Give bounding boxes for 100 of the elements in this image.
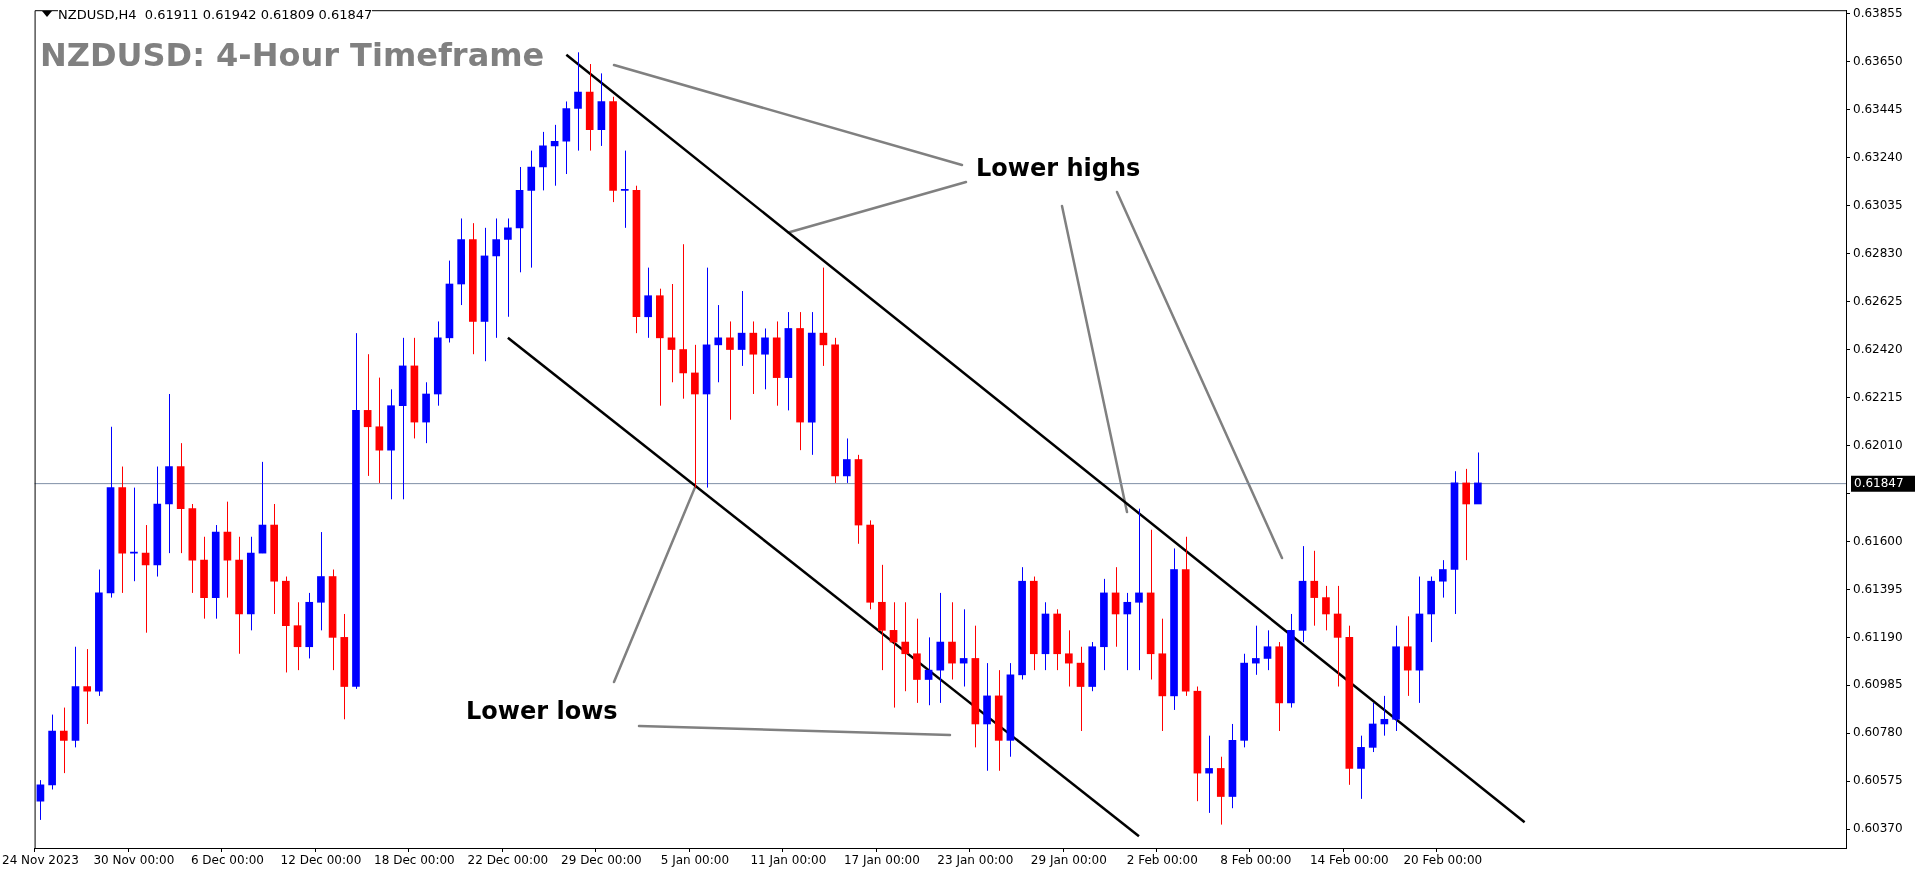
candlestick	[913, 618, 921, 704]
candlestick	[1322, 585, 1330, 631]
candlestick	[1357, 735, 1365, 800]
y-tick-label: 0.62215	[1853, 389, 1903, 404]
candlestick	[398, 337, 407, 500]
x-tick-label: 6 Dec 00:00	[190, 853, 264, 868]
y-tick-label: 0.61395	[1853, 581, 1903, 596]
candlestick	[644, 267, 652, 339]
candlestick	[48, 714, 56, 790]
y-tick-label: 0.62625	[1853, 293, 1903, 308]
candlestick	[609, 96, 617, 203]
candlestick	[235, 536, 243, 655]
candlestick	[749, 320, 758, 395]
candlestick	[387, 388, 395, 500]
y-tick-label: 0.63240	[1853, 149, 1903, 164]
candlestick	[1181, 536, 1190, 697]
y-tick-label: 0.60575	[1853, 773, 1903, 788]
ref-line-label: 0.61847	[1854, 475, 1904, 490]
candlestick	[1018, 566, 1026, 680]
candlestick	[211, 524, 220, 620]
y-tick-label: 0.60985	[1853, 677, 1903, 692]
x-tick-label: 23 Jan 00:00	[937, 853, 1014, 868]
annotation: Lower highs	[976, 154, 1141, 182]
candlestick	[527, 150, 536, 269]
candlestick	[831, 337, 839, 484]
x-tick-label: 14 Feb 00:00	[1309, 853, 1389, 868]
candlestick	[59, 707, 68, 774]
y-tick-label: 0.62010	[1853, 437, 1903, 452]
candlestick	[1403, 615, 1412, 697]
candlestick	[1029, 576, 1038, 671]
x-tick-label: 20 Feb 00:00	[1403, 853, 1483, 868]
candlestick	[83, 648, 92, 725]
candlestick	[317, 531, 325, 631]
candlestick	[1392, 625, 1400, 732]
candlestick	[246, 536, 255, 631]
candlestick	[1438, 559, 1447, 599]
candlestick	[562, 100, 571, 175]
candlestick	[1345, 625, 1354, 786]
candlestick	[1240, 653, 1248, 748]
x-tick-label: 22 Dec 00:00	[467, 853, 549, 868]
candlestick	[1135, 508, 1143, 671]
y-tick-label: 0.62830	[1853, 245, 1903, 260]
candlestick	[118, 466, 127, 594]
candlestick	[270, 503, 278, 615]
candlestick	[200, 536, 208, 620]
candlestick	[469, 222, 477, 355]
y-tick-label: 0.63445	[1853, 101, 1903, 116]
y-tick-label: 0.60370	[1853, 821, 1903, 836]
y-tick-label: 0.63855	[1853, 5, 1903, 20]
candlestick	[761, 327, 769, 390]
candlestick	[340, 613, 349, 720]
x-tick-label: 30 Nov 00:00	[93, 853, 175, 868]
candlestick	[95, 569, 103, 697]
candlestick	[1170, 547, 1178, 711]
candlestick	[1275, 641, 1284, 732]
candlestick	[1053, 608, 1061, 671]
candlestick	[620, 150, 629, 229]
candlestick	[1216, 756, 1225, 826]
candlestick	[352, 332, 360, 690]
x-tick-label: 29 Dec 00:00	[561, 853, 642, 868]
x-tick-label: 24 Nov 2023	[2, 853, 79, 868]
y-tick-label: 0.60780	[1853, 725, 1903, 740]
candlestick	[1088, 641, 1097, 692]
candlestick	[585, 63, 594, 152]
candlestick	[165, 393, 173, 554]
x-tick-label: 2 Feb 00:00	[1126, 853, 1198, 868]
candlestick	[492, 217, 501, 339]
candlestick	[679, 243, 688, 400]
y-tick-label: 0.61190	[1853, 629, 1903, 644]
candlestick	[866, 519, 875, 610]
annotation: NZDUSD,H4 0.61911 0.61942 0.61809 0.61847	[58, 7, 373, 22]
candlestick	[772, 320, 781, 407]
candlestick	[878, 564, 886, 671]
candlestick	[153, 466, 162, 578]
candlestick	[1287, 613, 1295, 709]
annotation: Lower lows	[466, 697, 618, 725]
x-tick-label: 18 Dec 00:00	[374, 853, 455, 868]
x-tick-label: 5 Jan 00:00	[660, 853, 730, 868]
candlestick	[796, 311, 804, 451]
candlestick	[305, 592, 314, 659]
candlestick	[282, 576, 290, 673]
y-tick-label: 0.63035	[1853, 197, 1903, 212]
candlestick	[433, 320, 442, 407]
text: NZDUSD: 4-Hour Timeframe	[40, 36, 545, 74]
x-tick-label: 11 Jan 00:00	[750, 853, 827, 868]
candlestick	[1427, 576, 1435, 643]
candlestick	[574, 51, 582, 152]
candlestick	[1065, 629, 1073, 688]
y-tick-label: 0.63650	[1853, 53, 1903, 68]
x-tick-label: 29 Jan 00:00	[1030, 853, 1107, 868]
x-tick-label: 17 Jan 00:00	[843, 853, 920, 868]
x-tick-label: 12 Dec 00:00	[280, 853, 362, 868]
candlestick	[1310, 550, 1319, 627]
candlestick	[457, 217, 465, 306]
x-tick-label: 8 Feb 00:00	[1220, 853, 1292, 868]
candlestick	[176, 442, 185, 554]
candlestick	[1100, 578, 1108, 671]
candlestick	[994, 669, 1003, 772]
candlestick	[807, 311, 816, 456]
candlestick	[842, 437, 851, 484]
